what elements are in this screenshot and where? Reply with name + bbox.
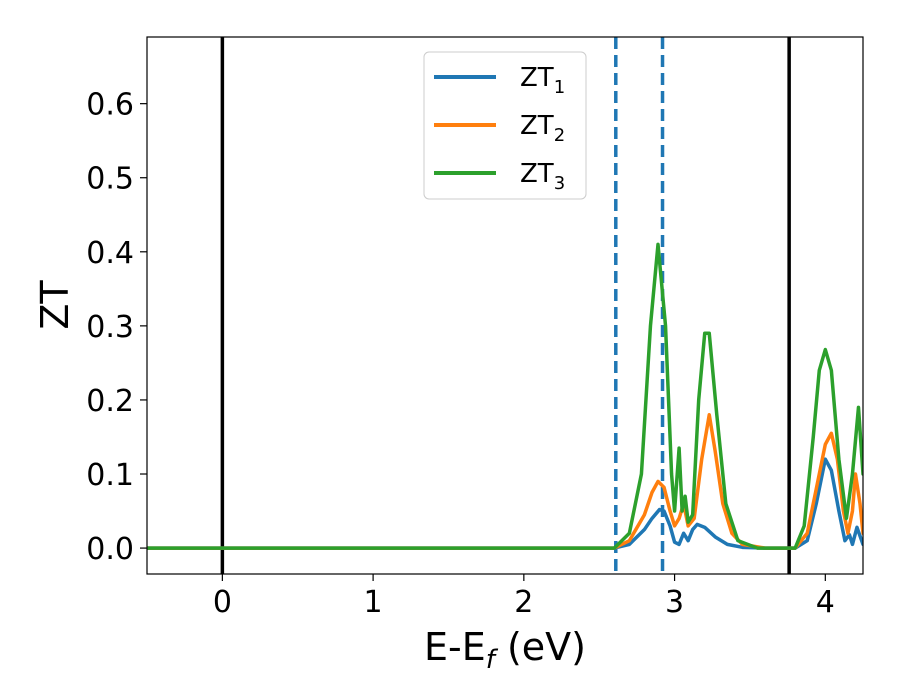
data-series: [147, 242, 863, 550]
y-axis-ticks: 0.0 0.1 0.2 0.3 0.4 0.5 0.6: [86, 88, 147, 567]
series-line-zt2: [147, 413, 863, 550]
plot-frame: [146, 36, 864, 575]
legend-label-zt2: ZT2: [520, 111, 565, 146]
series-line-zt3: [147, 242, 863, 550]
y-tick-label: 0.2: [86, 384, 134, 419]
series-line-zt1: [147, 457, 863, 550]
y-tick-label: 0.6: [86, 88, 134, 123]
x-tick-label: 2: [514, 585, 533, 620]
x-axis-ticks: 0 1 2 3 4: [213, 574, 835, 620]
legend-label-zt3: ZT3: [520, 159, 565, 194]
y-tick-label: 0.0: [86, 532, 134, 567]
y-axis-label: ZT: [33, 280, 77, 330]
x-axis-label: E-Ef (eV): [424, 625, 586, 675]
x-tick-label: 4: [816, 585, 835, 620]
legend-box: [423, 51, 587, 200]
x-tick-label: 1: [364, 585, 383, 620]
x-tick-label: 0: [213, 585, 232, 620]
y-tick-label: 0.1: [86, 458, 134, 493]
legend: ZT1 ZT2 ZT3: [423, 51, 587, 200]
x-tick-label: 3: [665, 585, 684, 620]
x-axis-label-unit: (eV): [495, 625, 586, 669]
y-tick-label: 0.4: [86, 236, 134, 271]
legend-label-zt1: ZT1: [520, 63, 565, 98]
vertical-reference-lines: [220, 37, 791, 574]
y-tick-label: 0.3: [86, 310, 134, 345]
y-tick-label: 0.5: [86, 162, 134, 197]
